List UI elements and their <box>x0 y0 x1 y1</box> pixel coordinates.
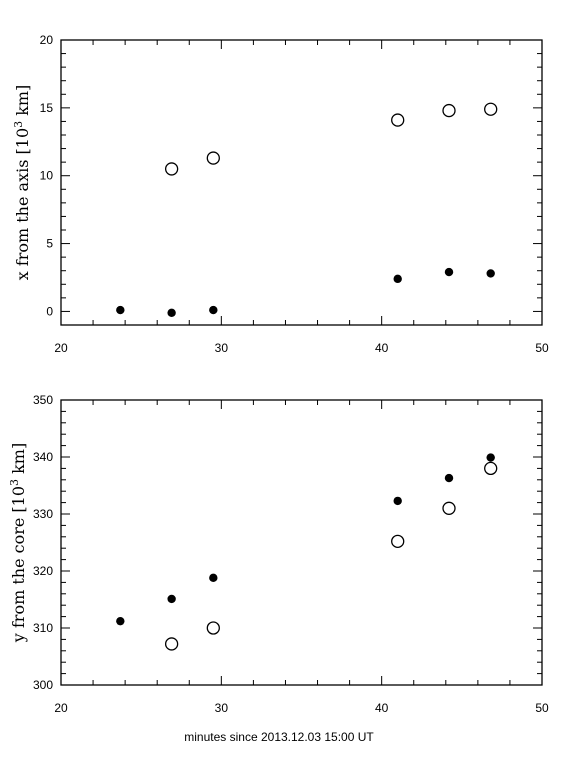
y-tick-label: 0 <box>46 304 53 318</box>
open-data-point <box>206 621 220 635</box>
y-tick-label: 5 <box>46 237 53 251</box>
filled-data-point <box>116 305 125 315</box>
x-tick-label: 20 <box>54 701 68 715</box>
y-tick-label: 340 <box>33 450 53 464</box>
x-tick-label: 20 <box>54 341 68 355</box>
filled-data-point <box>167 308 176 317</box>
open-data-point <box>484 102 498 116</box>
plot-frame <box>60 39 543 326</box>
y-axis-label: x from the axis [103 km] <box>12 85 32 281</box>
x-tick-label: 50 <box>535 701 549 715</box>
x-tick-label: 40 <box>375 701 389 715</box>
x-tick-label: 30 <box>215 701 229 715</box>
open-data-point <box>442 103 456 118</box>
y-tick-label: 320 <box>33 564 53 578</box>
y-tick-label: 300 <box>33 678 53 692</box>
open-data-point <box>164 162 179 176</box>
x-axis-label: minutes since 2013.12.03 15:00 UT <box>184 730 374 744</box>
open-data-point <box>164 637 179 651</box>
y-tick-label: 350 <box>33 393 53 407</box>
filled-data-point <box>444 473 454 483</box>
open-data-point <box>391 534 405 549</box>
open-data-point <box>484 461 498 476</box>
y-tick-label: 310 <box>33 621 53 635</box>
filled-data-point <box>393 274 402 284</box>
filled-data-point <box>209 573 218 583</box>
plot-frame <box>60 399 543 686</box>
filled-data-point <box>486 453 495 462</box>
y-tick-label: 330 <box>33 507 53 521</box>
filled-data-point <box>167 594 176 604</box>
y-axis-label: y from the core [103 km] <box>8 443 28 643</box>
x-tick-label: 50 <box>535 341 549 355</box>
filled-data-point <box>116 616 125 626</box>
x-tick-label: 40 <box>375 341 389 355</box>
y-tick-label: 10 <box>40 169 54 183</box>
filled-data-point <box>393 496 402 506</box>
filled-data-point <box>209 305 218 315</box>
bottom-panel-y-from-core: 20 30 40 50 300 310 320 330 340 350 y from the cor… <box>8 393 549 744</box>
x-tick-label: 30 <box>215 341 229 355</box>
filled-data-point <box>486 269 495 278</box>
open-data-point <box>206 151 220 165</box>
open-data-point <box>442 501 456 515</box>
filled-data-point <box>444 267 454 277</box>
y-tick-label: 15 <box>40 101 54 115</box>
open-data-point <box>391 113 405 127</box>
y-tick-label: 20 <box>40 33 54 47</box>
top-panel-x-from-axis: 20 30 40 50 0 5 10 15 20 x from the axis [103 km] <box>12 33 549 355</box>
